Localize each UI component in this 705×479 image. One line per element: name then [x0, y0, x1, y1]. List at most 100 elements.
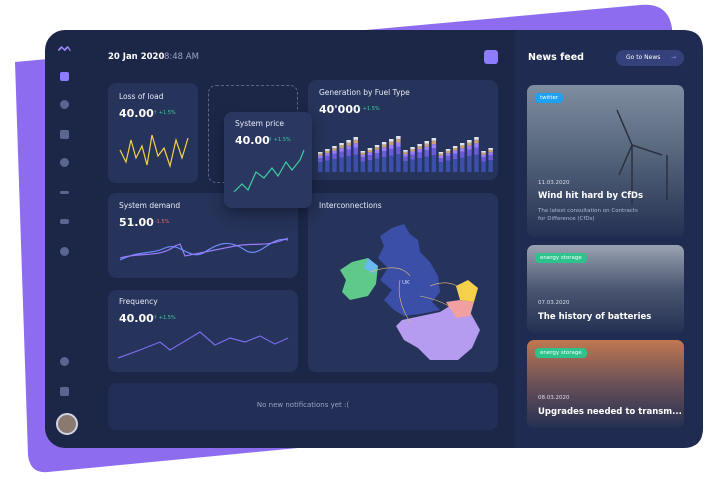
fuel-bar-segment: [403, 153, 408, 157]
fuel-bar-segment: [339, 157, 344, 172]
card: [108, 83, 198, 183]
fuel-bar-segment: [452, 148, 458, 151]
widget-title: Frequency: [119, 297, 158, 306]
fuel-bar-segment: [353, 143, 358, 148]
widget-value: 40'000: [319, 103, 361, 116]
fuel-bar-segment: [339, 143, 344, 146]
fuel-bar-segment: [403, 151, 408, 154]
nav-icon[interactable]: [60, 158, 69, 167]
fuel-bar-segment: [410, 149, 415, 152]
fuel-bar-segment: [467, 156, 472, 172]
fuel-bar-segment: [431, 148, 437, 155]
widget-value: 51.00: [119, 216, 154, 229]
fuel-bar-segment: [396, 146, 401, 154]
fuel-bar-segment: [467, 142, 472, 146]
nav-icon[interactable]: [60, 357, 69, 366]
fuel-bar-segment: [325, 149, 330, 151]
news-summary: The latest consultation on Contracts for…: [538, 208, 638, 222]
nav-icon[interactable]: [60, 387, 69, 396]
fuel-bar-segment: [396, 138, 401, 143]
sparkline: [119, 238, 289, 261]
widget-title: Interconnections: [319, 201, 382, 210]
fuel-bar-segment: [452, 150, 458, 154]
fuel-bar-segment: [438, 155, 444, 158]
fuel-bar-segment: [360, 151, 366, 153]
fuel-bar-segment: [481, 157, 486, 162]
news-date: 08.03.2020: [538, 395, 570, 401]
fuel-bar-segment: [467, 145, 472, 150]
fuel-bar-segment: [367, 148, 373, 150]
logo: ᨓ: [58, 40, 73, 54]
fuel-bar-segment: [325, 160, 330, 172]
fuel-bar-segment: [332, 159, 337, 172]
fuel-bar-segment: [445, 149, 451, 151]
fuel-bars: [318, 136, 493, 172]
sparkline: [119, 237, 289, 259]
fuel-bar-segment: [389, 148, 394, 156]
fuel-bar-segment: [374, 149, 380, 154]
go-to-news-button[interactable]: Go to News →: [616, 50, 684, 66]
nav-dashboard[interactable]: [60, 72, 69, 81]
fuel-bar-segment: [438, 162, 444, 172]
fuel-bar-segment: [410, 147, 415, 149]
fuel-bar-segment: [410, 154, 415, 160]
fuel-bar-segment: [467, 149, 472, 156]
fuel-bar-segment: [417, 146, 422, 150]
fuel-bar-segment: [332, 146, 337, 149]
nav-icon[interactable]: [60, 130, 69, 139]
fuel-bar-segment: [332, 148, 337, 151]
card-dragging[interactable]: [224, 112, 312, 208]
fuel-bar-segment: [410, 151, 415, 155]
widget-value: 40.00: [119, 107, 154, 120]
widget-change: +1.5%: [268, 137, 291, 143]
fuel-bar-segment: [460, 145, 465, 149]
news-title: News feed: [528, 52, 584, 63]
fuel-bar-segment: [481, 154, 486, 158]
fuel-bar-segment: [445, 160, 451, 172]
fuel-bar-segment: [389, 141, 394, 145]
news-card[interactable]: energy storage 07.03.2020 The history of…: [527, 245, 684, 333]
fuel-bar-segment: [474, 147, 479, 155]
fuel-bar-segment: [389, 144, 394, 149]
fuel-bar-segment: [396, 142, 401, 147]
fuel-bar-segment: [452, 153, 458, 159]
fuel-bar-segment: [332, 153, 337, 159]
fuel-bar-segment: [339, 145, 344, 149]
fuel-bar-segment: [339, 151, 344, 158]
fuel-bar-segment: [360, 161, 366, 172]
nav-icon[interactable]: [60, 191, 69, 194]
fuel-bar-segment: [431, 140, 437, 145]
fuel-bar-segment: [488, 152, 493, 156]
fuel-bar-segment: [381, 151, 387, 157]
news-tag: twitter: [535, 93, 564, 103]
fuel-bar-segment: [438, 153, 444, 156]
fuel-bar-segment: [381, 147, 387, 151]
widget-title: Loss of load: [119, 92, 164, 101]
fuel-bar-segment: [403, 150, 408, 152]
nav-icon[interactable]: [60, 219, 69, 224]
news-image: [616, 109, 668, 205]
fuel-bar-segment: [381, 157, 387, 172]
fuel-bar-segment: [481, 152, 486, 155]
news-card[interactable]: twitter 11.03.2020 Wind hit hard by CfDs…: [527, 85, 684, 237]
sparkline: [117, 331, 289, 359]
fuel-bar-segment: [488, 148, 493, 150]
fuel-bar-segment: [353, 137, 358, 140]
nav-icon[interactable]: [60, 100, 69, 109]
fuel-bar-segment: [460, 151, 465, 158]
widget-title: System price: [235, 119, 285, 128]
news-card[interactable]: energy storage 08.03.2020 Upgrades neede…: [527, 340, 684, 428]
widget-change: +1.5%: [153, 315, 176, 321]
fuel-bar-segment: [353, 147, 358, 155]
nav-icon[interactable]: [60, 247, 69, 256]
export-button[interactable]: [484, 50, 498, 64]
fuel-bar-segment: [339, 148, 344, 152]
fuel-bar-segment: [403, 156, 408, 161]
sparkline-price: [233, 149, 305, 193]
fuel-bar-segment: [417, 144, 422, 147]
widget-title: Generation by Fuel Type: [319, 88, 410, 97]
avatar[interactable]: [56, 413, 78, 435]
fuel-bar-segment: [381, 142, 387, 145]
notifications-text: No new notifications yet :(: [256, 401, 350, 409]
widget-value: 40.00: [235, 134, 270, 147]
